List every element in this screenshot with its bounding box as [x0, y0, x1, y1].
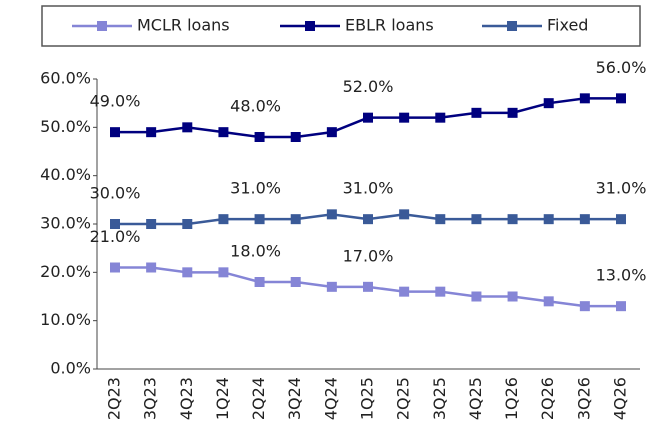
point: [543, 98, 554, 109]
y-tick-label: 50.0%: [40, 117, 91, 136]
point: [507, 214, 518, 225]
point: [290, 277, 301, 287]
y-tick-label: 10.0%: [40, 310, 91, 329]
point: [290, 132, 301, 142]
x-tick-label: 3Q24: [285, 377, 304, 420]
data-label: 31.0%: [596, 179, 647, 198]
point: [363, 112, 373, 123]
y-tick-label: 20.0%: [40, 262, 91, 281]
point: [110, 262, 120, 273]
x-tick-label: 3Q23: [141, 377, 160, 420]
x-tick-label: 1Q24: [213, 377, 232, 420]
x-tick-label: 4Q25: [466, 377, 485, 420]
y-tick-label: 40.0%: [40, 165, 91, 184]
point: [579, 93, 590, 104]
point: [579, 214, 590, 225]
x-tick-label: 2Q26: [538, 377, 557, 420]
data-label: 17.0%: [343, 246, 394, 265]
point: [326, 127, 337, 138]
point: [543, 214, 554, 225]
legend-marker: [305, 21, 315, 31]
point: [363, 281, 373, 292]
point: [326, 209, 337, 220]
x-tick-label: 4Q24: [321, 377, 340, 420]
point: [182, 122, 193, 133]
point: [507, 107, 518, 118]
point: [507, 291, 518, 302]
y-tick-label: 0.0%: [50, 359, 91, 378]
point: [326, 281, 337, 292]
point: [363, 214, 373, 225]
point: [254, 214, 265, 225]
point: [110, 219, 120, 229]
x-tick-label: 4Q23: [177, 377, 196, 420]
y-tick-label: 60.0%: [40, 69, 91, 88]
data-label: 21.0%: [90, 227, 141, 246]
point: [146, 127, 157, 138]
x-tick-label: 1Q26: [502, 377, 521, 420]
point: [399, 209, 410, 220]
x-tick-label: 3Q26: [574, 377, 593, 420]
data-label: 52.0%: [343, 77, 394, 96]
legend-label: MCLR loans: [137, 16, 230, 35]
legend-label: EBLR loans: [345, 16, 434, 35]
point: [290, 214, 301, 225]
point: [146, 219, 157, 229]
point: [435, 214, 446, 225]
data-label: 31.0%: [343, 179, 394, 198]
point: [399, 112, 410, 123]
x-tick-label: 2Q24: [249, 377, 268, 420]
point: [218, 267, 229, 278]
data-label: 30.0%: [90, 184, 141, 203]
point: [616, 214, 626, 225]
data-label: 48.0%: [230, 97, 281, 116]
data-label: 49.0%: [90, 92, 141, 111]
data-label: 18.0%: [230, 242, 281, 261]
point: [616, 93, 626, 104]
y-tick-label: 30.0%: [40, 214, 91, 233]
x-tick-label: 2Q23: [105, 377, 124, 420]
data-label: 56.0%: [596, 58, 647, 77]
point: [435, 112, 446, 123]
point: [182, 219, 193, 229]
point: [218, 214, 229, 225]
point: [579, 301, 590, 312]
point: [543, 296, 554, 307]
point: [146, 262, 157, 273]
point: [254, 277, 265, 287]
x-tick-label: 1Q25: [358, 377, 377, 420]
legend-label: Fixed: [547, 16, 588, 35]
x-tick-label: 3Q25: [430, 377, 449, 420]
legend-marker: [97, 21, 107, 31]
data-label: 13.0%: [596, 266, 647, 285]
point: [110, 127, 120, 138]
point: [218, 127, 229, 138]
point: [182, 267, 193, 278]
point: [471, 107, 482, 118]
point: [616, 301, 626, 312]
point: [471, 291, 482, 302]
point: [254, 132, 265, 142]
x-tick-label: 4Q26: [611, 377, 630, 420]
point: [471, 214, 482, 225]
point: [399, 286, 410, 297]
data-label: 31.0%: [230, 179, 281, 198]
point: [435, 286, 446, 297]
legend-marker: [507, 21, 517, 31]
x-tick-label: 2Q25: [394, 377, 413, 420]
